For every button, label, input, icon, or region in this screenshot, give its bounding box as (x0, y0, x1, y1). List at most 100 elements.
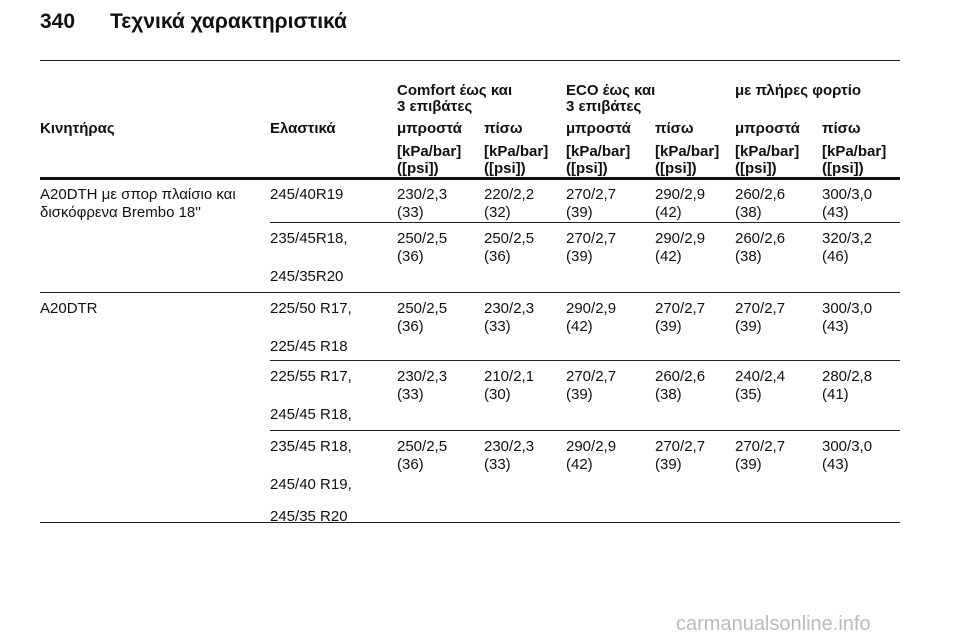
pressure: 260/2,6 (735, 230, 786, 247)
column-header: Κινητήρας (40, 120, 115, 137)
pressure: (43) (822, 204, 849, 221)
pressure: 290/2,9 (566, 300, 617, 317)
pressure: 250/2,5 (397, 438, 448, 455)
column-header: μπροστά (566, 120, 631, 137)
pressure: 240/2,4 (735, 368, 786, 385)
pressure: 290/2,9 (655, 186, 706, 203)
column-header: πίσω (484, 120, 523, 137)
table-head-rule (40, 177, 900, 180)
tire-size: 235/45R18, (270, 230, 348, 247)
pressure: 300/3,0 (822, 438, 873, 455)
pressure: 290/2,9 (566, 438, 617, 455)
group-header: ECO έως και (566, 82, 656, 99)
tire-size: 245/40 R19, (270, 476, 352, 493)
pressure: 230/2,3 (397, 186, 448, 203)
group-header: 3 επιβάτες (566, 98, 642, 115)
column-header: πίσω (822, 120, 861, 137)
pressure: (38) (655, 386, 682, 403)
pressure: (41) (822, 386, 849, 403)
row-rule (270, 430, 900, 431)
row-rule (270, 360, 900, 361)
pressure: 250/2,5 (397, 230, 448, 247)
unit-header: ([psi]) (566, 160, 608, 177)
pressure: 280/2,8 (822, 368, 873, 385)
unit-header: [kPa/bar] (566, 143, 631, 160)
pressure: (39) (566, 204, 593, 221)
pressure: (46) (822, 248, 849, 265)
pressure: 320/3,2 (822, 230, 873, 247)
pressure: (43) (822, 318, 849, 335)
pressure: 260/2,6 (735, 186, 786, 203)
pressure: (33) (397, 386, 424, 403)
pressure: (36) (484, 248, 511, 265)
pressure: (30) (484, 386, 511, 403)
pressure: (42) (655, 248, 682, 265)
pressure: 230/2,3 (484, 438, 535, 455)
engine: δισκόφρενα Brembo 18'' (40, 204, 201, 221)
tire-size: 225/55 R17, (270, 368, 352, 385)
group-header: με πλήρες φορτίο (735, 82, 862, 99)
group-header: Comfort έως και (397, 82, 513, 99)
pressure: 270/2,7 (735, 438, 786, 455)
pressure: 230/2,3 (397, 368, 448, 385)
pressure: (38) (735, 248, 762, 265)
pressure: 270/2,7 (735, 300, 786, 317)
pressure: (39) (735, 456, 762, 473)
pressure: 210/2,1 (484, 368, 535, 385)
tire-size: 225/50 R17, (270, 300, 352, 317)
pressure: (35) (735, 386, 762, 403)
pressure: 250/2,5 (397, 300, 448, 317)
pressure: 300/3,0 (822, 186, 873, 203)
pressure: 230/2,3 (484, 300, 535, 317)
pressure: (33) (484, 456, 511, 473)
pressure: 270/2,7 (655, 438, 706, 455)
tire-size: 245/35 R20 (270, 508, 348, 525)
pressure: 250/2,5 (484, 230, 535, 247)
pressure: (38) (735, 204, 762, 221)
pressure: 270/2,7 (566, 230, 617, 247)
unit-header: [kPa/bar] (735, 143, 800, 160)
tire-size: 245/45 R18, (270, 406, 352, 423)
tire-size: 225/45 R18 (270, 338, 348, 355)
pressure: (36) (397, 318, 424, 335)
unit-header: ([psi]) (484, 160, 526, 177)
engine: A20DTH με σπορ πλαίσιο και (40, 186, 236, 203)
unit-header: ([psi]) (655, 160, 697, 177)
pressure: (39) (735, 318, 762, 335)
pressure: (33) (484, 318, 511, 335)
pressure: (42) (566, 318, 593, 335)
engine: A20DTR (40, 300, 98, 317)
row-rule (270, 222, 900, 223)
group-header: 3 επιβάτες (397, 98, 473, 115)
column-header: μπροστά (735, 120, 800, 137)
column-header: Ελαστικά (270, 120, 336, 137)
pressure: (39) (655, 456, 682, 473)
pressure: (42) (655, 204, 682, 221)
pressure: (43) (822, 456, 849, 473)
pressure: (33) (397, 204, 424, 221)
unit-header: [kPa/bar] (655, 143, 720, 160)
column-header: μπροστά (397, 120, 462, 137)
tire-size: 245/35R20 (270, 268, 344, 285)
unit-header: [kPa/bar] (822, 143, 887, 160)
pressure: (39) (566, 248, 593, 265)
tire-size: 235/45 R18, (270, 438, 352, 455)
pressure: (42) (566, 456, 593, 473)
watermark: carmanualsonline.info (676, 613, 871, 635)
pressure: 300/3,0 (822, 300, 873, 317)
unit-header: ([psi]) (397, 160, 439, 177)
pressure: (32) (484, 204, 511, 221)
pressure: 220/2,2 (484, 186, 535, 203)
unit-header: ([psi]) (735, 160, 777, 177)
pressure: (36) (397, 456, 424, 473)
column-header: πίσω (655, 120, 694, 137)
header-rule (40, 60, 900, 61)
pressure: (36) (397, 248, 424, 265)
page-number: 340 (40, 10, 76, 33)
row-rule (40, 522, 900, 523)
row-rule (40, 292, 900, 293)
page-title: Τεχνικά χαρακτηριστικά (110, 10, 347, 33)
pressure: 270/2,7 (566, 186, 617, 203)
pressure: 290/2,9 (655, 230, 706, 247)
